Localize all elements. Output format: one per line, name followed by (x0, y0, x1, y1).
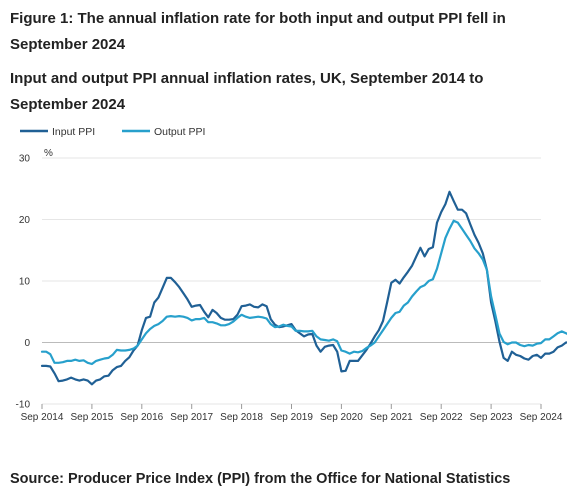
y-tick-label: 20 (19, 215, 31, 226)
source-note: Source: Producer Price Index (PPI) from … (10, 471, 511, 487)
x-tick-label: Sep 2024 (520, 412, 563, 423)
y-axis-ticks: 30 20 10 0 -10 (16, 154, 31, 411)
y-tick-label: 30 (19, 154, 31, 165)
y-tick-label: 0 (24, 338, 30, 349)
x-tick-label: Sep 2019 (270, 412, 313, 423)
x-tick-label: Sep 2020 (320, 412, 363, 423)
chart-title: Figure 1: The annual inflation rate for … (10, 10, 506, 53)
x-tick-label: Sep 2017 (170, 412, 213, 423)
x-tick-label: Sep 2023 (470, 412, 513, 423)
x-tick-label: Sep 2021 (370, 412, 413, 423)
x-axis-ticks: Sep 2014 Sep 2015 Sep 2016 Sep 2017 Sep 2018… (21, 404, 563, 423)
series-line-input-ppi (40, 190, 567, 386)
y-axis-unit-label: % (44, 148, 53, 159)
x-tick-label: Sep 2018 (220, 412, 263, 423)
x-tick-label: Sep 2016 (120, 412, 163, 423)
x-tick-label: Sep 2022 (420, 412, 463, 423)
series-line-output-ppi (40, 219, 567, 366)
x-tick-label: Sep 2014 (21, 412, 64, 423)
y-tick-label: -10 (16, 400, 31, 411)
legend: Input PPI Output PPI (20, 126, 205, 138)
y-tick-label: 10 (19, 277, 31, 288)
series-lines (40, 190, 567, 386)
x-tick-label: Sep 2015 (70, 412, 113, 423)
legend-label: Output PPI (154, 126, 205, 138)
chart-subtitle: Input and output PPI annual inflation ra… (10, 70, 484, 113)
legend-label: Input PPI (52, 126, 95, 138)
